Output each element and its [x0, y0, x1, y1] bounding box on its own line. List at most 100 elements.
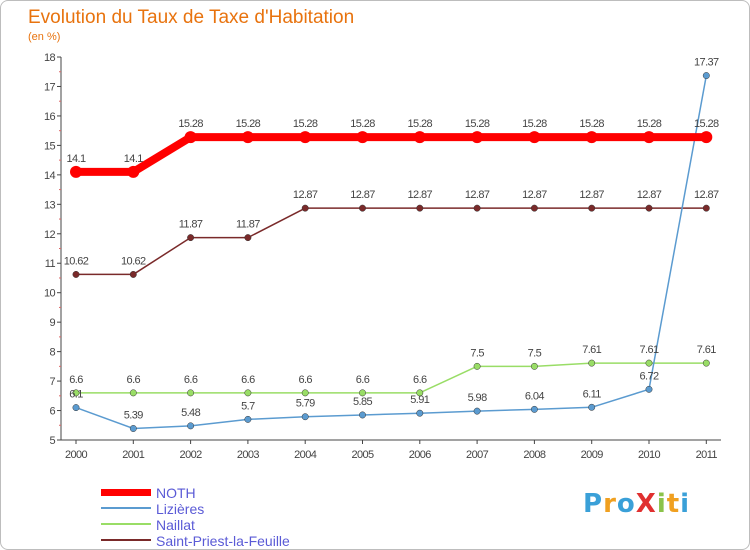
data-point: [528, 131, 541, 144]
legend-swatch: [101, 507, 151, 509]
y-tick-label: 7: [49, 376, 55, 388]
data-point: [299, 131, 312, 144]
y-tick-label: 15: [44, 140, 56, 152]
data-label: 6.1: [69, 389, 83, 401]
data-point: [244, 389, 252, 397]
data-label: 15.28: [465, 118, 490, 130]
y-tick-label: 13: [44, 199, 56, 211]
y-tick-label: 16: [44, 111, 56, 123]
legend-label: Naillat: [156, 517, 195, 533]
series-line: [76, 133, 707, 176]
data-label: 12.87: [350, 189, 375, 201]
data-label: 12.87: [465, 189, 490, 201]
data-point: [645, 385, 653, 393]
data-label: 6.6: [69, 374, 83, 386]
x-tick-label: 2011: [696, 449, 718, 461]
y-tick-label: 17: [44, 81, 56, 93]
y-tick-label: 12: [44, 229, 56, 241]
series-lizi-res: [72, 72, 710, 432]
data-point: [530, 362, 538, 370]
data-label: 15.28: [579, 118, 604, 130]
legend-label: NOTH: [156, 485, 196, 501]
logo-letter: t: [666, 489, 681, 519]
data-label: 12.87: [293, 189, 318, 201]
data-label: 6.04: [525, 390, 544, 402]
axes: 5 6 7 8 9 10 11 12 13 14 15 16 17 18 2000 2001 2002 2003 2…: [44, 52, 721, 461]
data-point: [356, 131, 369, 144]
data-point: [471, 131, 484, 144]
series-noth: [70, 131, 713, 178]
data-point: [530, 204, 538, 212]
data-point: [700, 131, 713, 144]
x-tick-label: 2006: [409, 449, 432, 461]
data-point: [72, 270, 80, 278]
data-label: 12.87: [522, 189, 547, 201]
data-point: [416, 204, 424, 212]
data-point: [359, 204, 366, 212]
data-point: [473, 407, 481, 415]
logo-letter: r: [603, 489, 617, 519]
logo-letter: X: [635, 489, 657, 519]
data-point: [643, 131, 655, 144]
y-tick-label: 6: [49, 406, 55, 418]
data-point: [585, 131, 598, 144]
data-label: 5.39: [124, 410, 143, 422]
data-label: 7.5: [528, 347, 542, 359]
data-point: [413, 131, 426, 144]
data-point: [72, 389, 80, 397]
data-point: [187, 389, 195, 397]
data-label: 10.62: [121, 255, 146, 267]
data-point: [645, 204, 653, 212]
data-point: [702, 72, 710, 80]
data-label: 5.79: [296, 398, 315, 410]
x-tick-label: 2002: [180, 449, 203, 461]
data-point: [530, 405, 538, 413]
data-label: 7.5: [470, 347, 484, 359]
x-tick-label: 2004: [294, 449, 317, 461]
data-label: 14.1: [66, 153, 85, 165]
data-point: [301, 389, 309, 397]
data-point: [244, 415, 252, 423]
y-tick-label: 18: [44, 52, 56, 64]
series-saint-priest-la-feuille: [72, 204, 710, 278]
data-label: 5.98: [468, 392, 487, 404]
logo-letter: i: [680, 489, 691, 519]
data-label: 15.28: [637, 118, 662, 130]
data-label: 5.85: [353, 396, 372, 408]
data-point: [473, 362, 481, 370]
data-label: 6.6: [127, 374, 141, 386]
data-point: [359, 389, 366, 397]
legend-swatch: [101, 539, 151, 541]
y-tick-label: 10: [44, 288, 56, 300]
data-label: 7.61: [582, 344, 601, 356]
data-point: [645, 359, 653, 367]
data-point: [588, 403, 596, 411]
x-tick-label: 2010: [638, 449, 661, 461]
data-label: 17.37: [694, 57, 719, 69]
data-point: [184, 131, 197, 144]
y-tick-label: 8: [49, 347, 55, 359]
data-label: 15.28: [293, 118, 318, 130]
data-point: [244, 234, 252, 242]
series-line: [75, 75, 708, 430]
data-point: [301, 204, 309, 212]
chart-title: Evolution du Taux de Taxe d'Habitation: [28, 7, 355, 28]
data-point: [72, 404, 80, 412]
data-point: [187, 234, 195, 242]
logo-letter: i: [656, 489, 667, 519]
y-tick-label: 5: [49, 435, 55, 447]
data-point: [473, 204, 481, 212]
x-tick-label: 2009: [581, 449, 604, 461]
data-label: 7.61: [697, 344, 716, 356]
data-point: [187, 422, 195, 430]
chart-unit: (en %): [28, 31, 61, 43]
data-label: 12.87: [694, 189, 719, 201]
x-tick-label: 2000: [65, 449, 88, 461]
data-labels: 14.1 14.1 15.28 15.28 15.28 15.28 15.28 15.28 15…: [64, 57, 720, 422]
data-label: 14.1: [124, 153, 143, 165]
data-label: 15.28: [408, 118, 433, 130]
legend-swatch: [101, 489, 151, 496]
x-tick-label: 2007: [466, 449, 489, 461]
